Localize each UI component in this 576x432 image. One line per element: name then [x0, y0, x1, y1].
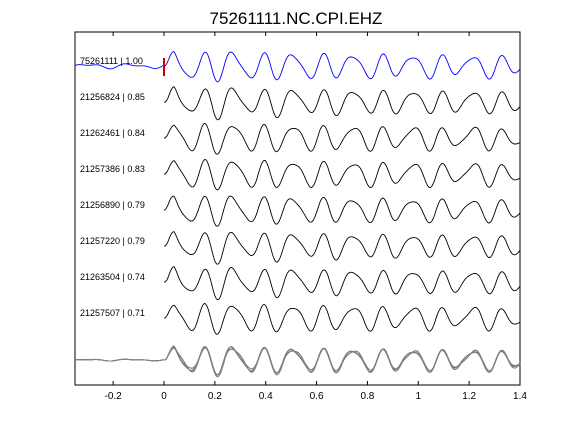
x-tick-label: -0.2	[105, 391, 123, 402]
trace-21257386	[163, 159, 521, 191]
x-tick-label: 1.4	[513, 391, 527, 402]
stack-trace-21263504	[74, 345, 521, 377]
trace-label-21257507: 21257507 | 0.71	[80, 308, 145, 318]
x-tick-label: 1	[416, 391, 422, 402]
trace-label-21256824: 21256824 | 0.85	[80, 92, 145, 102]
trace-21257220	[163, 231, 521, 265]
trace-21262461	[164, 123, 521, 155]
axes-frame	[74, 31, 521, 386]
stack-trace-21262461	[75, 346, 521, 376]
trace-label-21262461: 21262461 | 0.84	[80, 128, 145, 138]
trace-21256824	[163, 86, 521, 121]
trace-21263504	[163, 266, 521, 301]
x-axis: -0.2 0 0.2 0.4 0.6 0.8 1 1.2 1.4	[105, 32, 527, 402]
traces-group	[74, 51, 521, 335]
trace-label-21257386: 21257386 | 0.83	[80, 164, 145, 174]
stack-trace-75261111	[74, 346, 521, 376]
x-tick-label: 0.8	[360, 391, 374, 402]
x-tick-label: 0.6	[310, 391, 324, 402]
trace-21256890	[163, 195, 521, 227]
trace-21257507	[164, 303, 521, 335]
trace-labels-group: 75261111 | 1.00 21256824 | 0.85 21262461 |…	[80, 56, 145, 318]
stack-trace-21256890	[74, 346, 521, 376]
trace-label-75261111: 75261111 | 1.00	[80, 56, 143, 66]
stack-trace-21257386	[74, 346, 521, 376]
trace-75261111	[74, 51, 521, 83]
stack-trace-21257507	[75, 346, 521, 376]
stack-group	[74, 345, 521, 378]
x-tick-label: 0	[161, 391, 167, 402]
x-tick-label: 1.2	[462, 391, 476, 402]
trace-label-21257220: 21257220 | 0.79	[80, 236, 145, 246]
x-tick-label: 0.4	[259, 391, 273, 402]
trace-label-21263504: 21263504 | 0.74	[80, 272, 145, 282]
stack-trace-21256824	[74, 345, 521, 377]
x-tick-label: 0.2	[208, 391, 222, 402]
chart-title: 75261111.NC.CPI.EHZ	[210, 9, 383, 28]
trace-label-21256890: 21256890 | 0.79	[80, 200, 145, 210]
stack-trace-21257220	[74, 346, 521, 378]
